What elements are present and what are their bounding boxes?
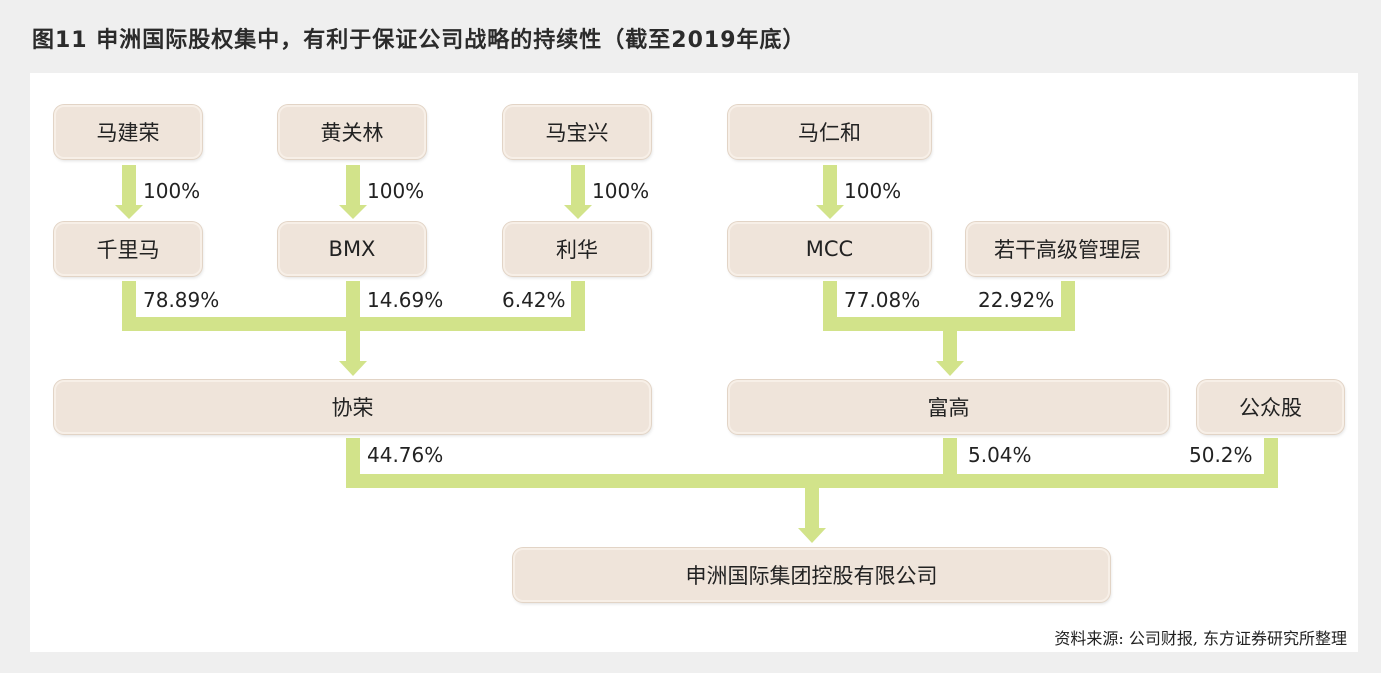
pct-huang-guanlin-bmx: 100% [367,179,425,203]
node-public-shares: 公众股 [1197,380,1344,434]
pct-lihua-xierong: 6.42% [502,288,566,312]
pct-xierong-shenzhou: 44.76% [367,443,444,467]
source-note: 资料来源: 公司财报, 东方证券研究所整理 [1054,629,1347,648]
pct-fugao-shenzhou: 5.04% [968,443,1032,467]
arrow-ma-baoxing-lihua [564,165,592,219]
node-qianlima: 千里马 [54,222,202,276]
node-ma-renhe: 马仁和 [728,105,931,159]
connector-to-xierong [122,281,585,376]
connector-to-shenzhou [346,438,1278,543]
pct-ma-renhe-mcc: 100% [844,179,902,203]
node-mcc: MCC [728,222,931,276]
pct-mcc-fugao: 77.08% [844,288,921,312]
arrow-ma-renhe-mcc [816,165,844,219]
node-bmx: BMX [278,222,426,276]
node-ma-jianrong: 马建荣 [54,105,202,159]
node-lihua: 利华 [503,222,651,276]
node-fugao: 富高 [728,380,1169,434]
figure-title: 图11 申洲国际股权集中，有利于保证公司战略的持续性（截至2019年底） [32,28,806,53]
connector-to-fugao [823,281,1075,376]
node-huang-guanlin: 黄关林 [278,105,426,159]
arrow-ma-jianrong-qianlima [115,165,143,219]
node-shenzhou-international: 申洲国际集团控股有限公司 [513,548,1110,602]
node-ma-baoxing: 马宝兴 [503,105,651,159]
node-xierong: 协荣 [54,380,651,434]
pct-mgmt-fugao: 22.92% [978,288,1055,312]
pct-qianlima-xierong: 78.89% [143,288,220,312]
node-senior-management: 若干高级管理层 [966,222,1169,276]
pct-ma-baoxing-lihua: 100% [592,179,650,203]
pct-public-shenzhou: 50.2% [1189,443,1253,467]
pct-ma-jianrong-qianlima: 100% [143,179,201,203]
pct-bmx-xierong: 14.69% [367,288,444,312]
arrow-huang-guanlin-bmx [339,165,367,219]
